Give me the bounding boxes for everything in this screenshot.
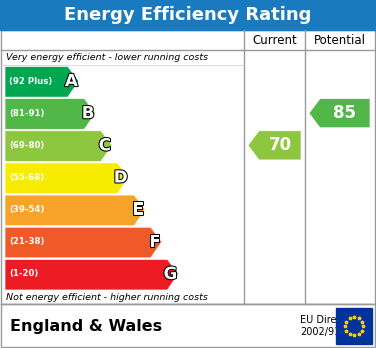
Bar <box>1 30 375 304</box>
Text: (92 Plus): (92 Plus) <box>9 77 52 86</box>
Bar <box>1 304 375 347</box>
Bar <box>0 0 376 30</box>
Text: B: B <box>82 104 94 122</box>
Polygon shape <box>5 131 112 161</box>
Text: D: D <box>114 168 127 187</box>
Text: England & Wales: England & Wales <box>10 318 162 333</box>
Polygon shape <box>5 259 178 290</box>
Text: (39-54): (39-54) <box>9 205 44 214</box>
Text: (69-80): (69-80) <box>9 141 44 150</box>
Text: Potential: Potential <box>314 33 365 47</box>
Text: Very energy efficient - lower running costs: Very energy efficient - lower running co… <box>6 53 208 62</box>
Text: (81-91): (81-91) <box>9 109 44 118</box>
Text: (21-38): (21-38) <box>9 237 44 246</box>
Text: 85: 85 <box>334 104 356 122</box>
Polygon shape <box>5 163 129 193</box>
Text: Current: Current <box>252 33 297 47</box>
Polygon shape <box>5 195 145 226</box>
Polygon shape <box>5 66 79 97</box>
Text: Energy Efficiency Rating: Energy Efficiency Rating <box>64 6 312 24</box>
Text: 70: 70 <box>268 136 291 155</box>
Text: G: G <box>164 265 177 283</box>
Text: C: C <box>99 136 111 155</box>
Text: EU Directive: EU Directive <box>300 315 360 325</box>
Polygon shape <box>248 131 301 160</box>
Text: A: A <box>65 72 78 90</box>
Bar <box>336 308 372 344</box>
Text: (1-20): (1-20) <box>9 269 38 278</box>
Text: Not energy efficient - higher running costs: Not energy efficient - higher running co… <box>6 293 208 301</box>
Text: 2002/91/EC: 2002/91/EC <box>300 327 356 337</box>
Text: (55-68): (55-68) <box>9 173 44 182</box>
Polygon shape <box>5 98 96 129</box>
Polygon shape <box>309 98 370 128</box>
Polygon shape <box>5 227 162 258</box>
Text: F: F <box>149 233 161 251</box>
Text: E: E <box>133 201 144 219</box>
